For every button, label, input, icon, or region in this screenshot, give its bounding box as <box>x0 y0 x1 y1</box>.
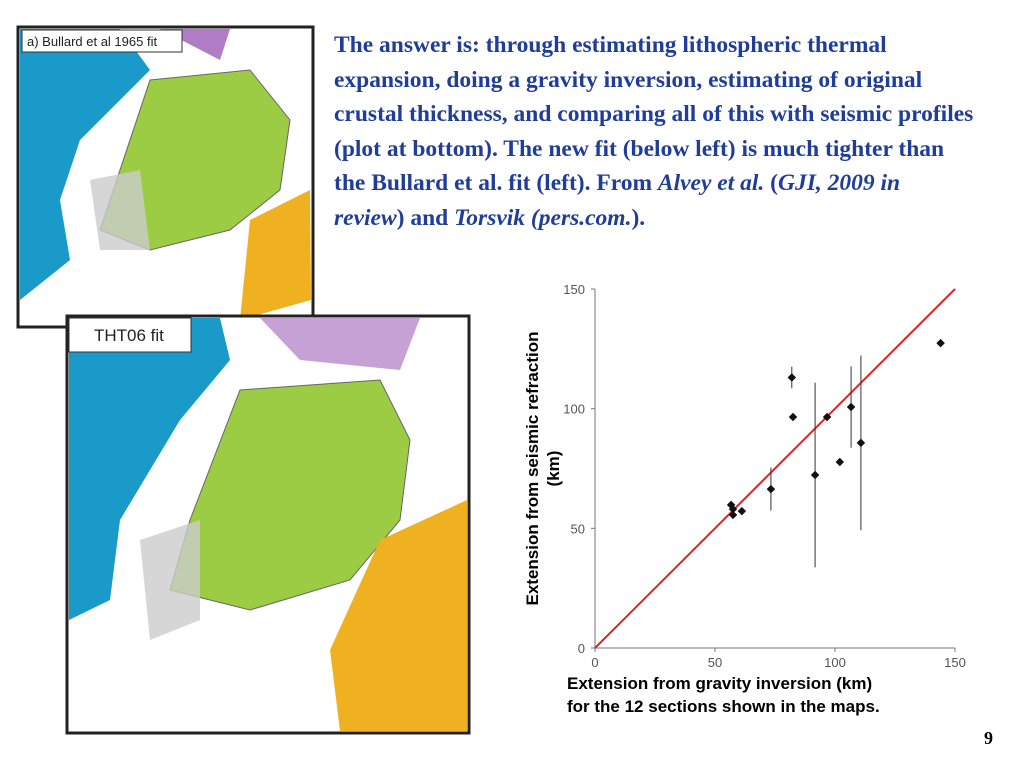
reference-line <box>594 288 956 649</box>
point <box>856 438 866 448</box>
y-tick-label: 0 <box>578 641 585 656</box>
text: ). <box>631 204 646 231</box>
point <box>766 484 776 494</box>
paragraph: The answer is: through estimating lithos… <box>334 28 974 235</box>
x-axis-label: Extension from gravity inversion (km) <box>567 674 873 693</box>
y-axis-label: Extension from seismic refraction <box>523 332 542 606</box>
x-tick-label: 0 <box>591 655 598 670</box>
point <box>787 373 797 382</box>
map-label: THT06 fit <box>94 326 164 345</box>
y-tick-label: 50 <box>571 521 585 536</box>
text: ( <box>764 170 778 196</box>
point <box>822 412 832 422</box>
page-number: 9 <box>984 728 993 748</box>
point <box>788 412 798 422</box>
map-tht06: THT06 fit <box>65 314 471 735</box>
text: ) and <box>396 204 455 231</box>
y-tick-label: 150 <box>563 282 585 297</box>
y-tick-label: 100 <box>563 402 585 417</box>
point <box>737 506 747 516</box>
point <box>846 402 856 412</box>
text: Torsvik (pers.com. <box>454 204 632 231</box>
point <box>936 338 945 348</box>
text: GJI, 2009 in review <box>334 170 901 231</box>
point <box>810 470 820 480</box>
point <box>835 457 845 467</box>
x-tick-label: 50 <box>708 655 722 670</box>
map-label: a) Bullard et al 1965 fit <box>27 34 157 49</box>
text: The answer is: through estimating lithos… <box>334 32 974 196</box>
x-tick-label: 100 <box>824 655 846 670</box>
x-tick-label: 150 <box>944 655 966 670</box>
map-bullard: a) Bullard et al 1965 fit <box>16 25 315 329</box>
text: Alvey et al. <box>657 170 765 196</box>
y-axis-label: (km) <box>544 451 563 487</box>
caption: for the 12 sections shown in the maps. <box>567 697 880 716</box>
